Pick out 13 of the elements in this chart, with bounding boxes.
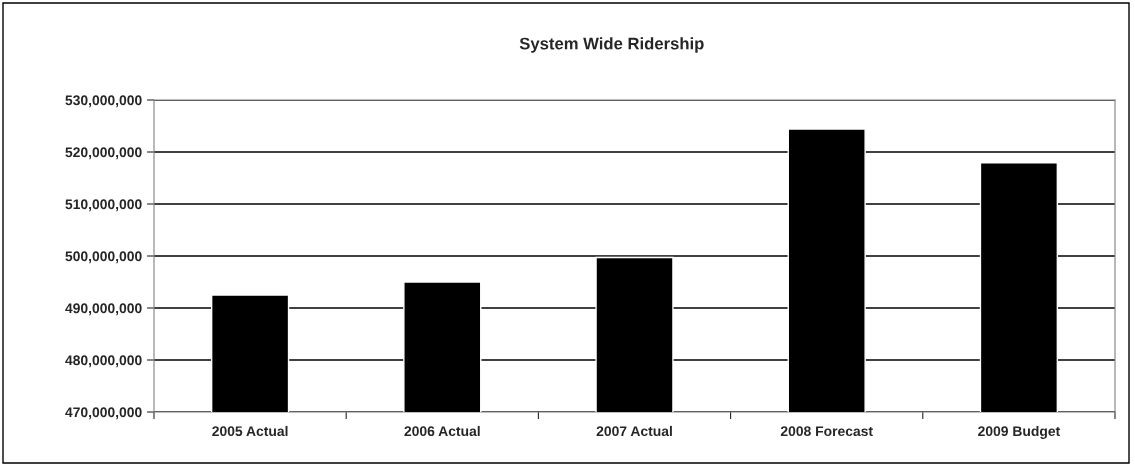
chart-title: System Wide Ridership	[519, 37, 704, 53]
x-tick-label: 2007 Actual	[596, 425, 672, 437]
y-tick-label: 470,000,000	[65, 407, 142, 420]
x-tick-label: 2005 Actual	[212, 425, 288, 437]
x-tick-label: 2006 Actual	[404, 425, 480, 437]
y-tick-label: 490,000,000	[65, 303, 142, 316]
y-tick-label: 500,000,000	[65, 251, 142, 264]
x-tick-label: 2008 Forecast	[780, 426, 873, 437]
y-tick-label: 480,000,000	[65, 355, 142, 368]
y-tick-label: 520,000,000	[65, 147, 142, 160]
y-tick-label: 510,000,000	[65, 199, 142, 212]
x-tick-label: 2009 Budget	[978, 425, 1061, 439]
y-tick-label: 530,000,000	[65, 95, 142, 108]
